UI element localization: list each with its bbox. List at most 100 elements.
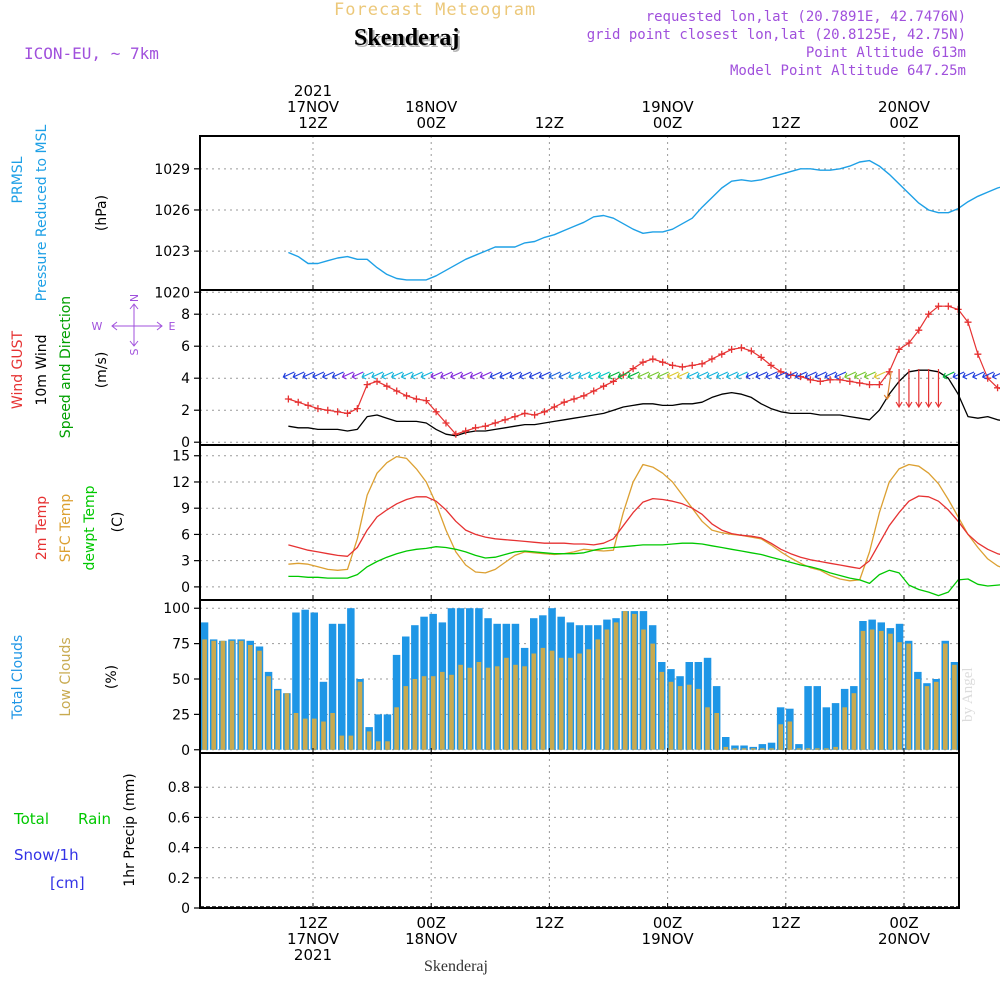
gust-marker <box>659 358 667 366</box>
bottom-time-label: 2021 <box>294 946 332 964</box>
total-cloud-bar <box>703 657 712 750</box>
temp-2m-label: 2m Temp <box>34 496 50 560</box>
total-cloud-bar <box>813 686 821 750</box>
top-time-label: 17NOV <box>287 98 340 116</box>
low-cloud-bar <box>403 686 409 750</box>
gust-marker <box>846 377 854 385</box>
gust-marker <box>609 377 617 385</box>
top-time-label: 20NOV <box>878 98 931 116</box>
gust-marker <box>629 365 637 373</box>
gust-marker <box>501 416 509 424</box>
pressure-unit-label: (hPa) <box>94 195 110 231</box>
y-tick-label: 50 <box>172 672 190 688</box>
wind-direction-arrow <box>873 371 886 380</box>
low-cloud-bar <box>385 741 390 750</box>
wind-direction-arrow <box>617 371 630 380</box>
temp-2m-line <box>288 495 1000 570</box>
total-cloud-bar <box>722 737 730 750</box>
y-tick-label: 0.4 <box>168 841 190 857</box>
wind-direction-arrow <box>459 371 472 380</box>
low-cloud-bar <box>504 657 509 750</box>
rain-label: Rain <box>78 810 111 828</box>
y-tick-label: 75 <box>172 637 190 653</box>
low-cloud-bar <box>668 681 674 750</box>
low-cloud-bar <box>622 611 628 750</box>
wind-direction-arrow <box>844 371 857 380</box>
grid-point-coordinates: grid point closest lon,lat (20.8125E, 42… <box>586 27 966 43</box>
gust-marker <box>639 358 647 366</box>
wind-direction-arrow <box>775 371 788 380</box>
bottom-time-label: 17NOV <box>287 930 340 948</box>
wind-direction-arrow <box>381 371 394 380</box>
low-cloud-bar <box>833 746 838 750</box>
wind-direction-arrow <box>607 371 620 380</box>
wind-direction-arrow <box>794 371 807 380</box>
y-tick-label: 0.2 <box>168 871 190 887</box>
low-cloud-bar <box>787 721 793 750</box>
point-altitude: Point Altitude 613m <box>805 45 966 61</box>
low-cloud-bar <box>595 639 601 750</box>
gust-marker <box>964 318 972 326</box>
gust-marker <box>452 430 460 438</box>
gust-marker <box>866 381 874 389</box>
gust-marker <box>718 350 726 358</box>
y-tick-label: 100 <box>163 601 190 617</box>
low-cloud-bar <box>906 643 911 750</box>
low-cloud-bar <box>266 676 271 750</box>
low-cloud-bar <box>513 664 518 750</box>
gust-marker <box>600 382 608 390</box>
low-cloud-bar <box>357 681 363 750</box>
wind-direction-arrow <box>853 371 866 380</box>
low-cloud-bar <box>705 707 710 750</box>
y-tick-label: 9 <box>181 501 190 517</box>
total-cloud-bar <box>758 744 767 750</box>
wind-direction-arrow <box>814 371 827 380</box>
wind-direction-arrow <box>804 371 817 380</box>
y-tick-label: 1029 <box>154 162 190 178</box>
low-cloud-bar <box>897 642 902 750</box>
total-cloud-bar <box>319 681 328 750</box>
low-cloud-bar <box>430 676 436 750</box>
low-cloud-bar <box>933 681 939 750</box>
low-cloud-bar <box>485 667 491 750</box>
gust-marker <box>826 376 834 384</box>
compass-south-label: S <box>128 348 141 355</box>
wind-direction-arrow <box>666 371 679 380</box>
low-cloud-bar <box>275 690 280 750</box>
wind-direction-arrow <box>361 371 374 380</box>
gust-marker <box>343 409 351 417</box>
low-cloud-bar <box>659 671 665 750</box>
gust-marker <box>925 310 933 318</box>
wind-direction-arrow <box>518 371 532 380</box>
gust-marker <box>540 408 548 416</box>
gust-marker <box>462 427 470 435</box>
low-cloud-bar <box>339 735 345 750</box>
y-tick-label: 2 <box>181 403 190 419</box>
gust-marker <box>284 395 292 403</box>
gust-marker <box>481 422 489 430</box>
wind-direction-arrow <box>765 371 778 380</box>
low-cloud-bar <box>952 664 957 750</box>
y-tick-label: 0 <box>181 435 190 451</box>
gust-marker <box>511 413 519 421</box>
low-cloud-bar <box>312 718 317 750</box>
sfc-temp-line <box>288 455 1000 582</box>
wind-direction-arrow <box>706 371 719 380</box>
top-time-label: 12Z <box>298 114 327 132</box>
bottom-time-label: 12Z <box>298 914 327 932</box>
gust-marker <box>944 302 952 310</box>
total-label: Total <box>13 810 49 828</box>
low-cloud-bar <box>641 629 646 750</box>
low-cloud-bar <box>440 671 445 750</box>
low-cloud-bar <box>842 707 847 750</box>
model-name: ICON-EU, ~ 7km <box>24 44 159 63</box>
low-cloud-bar <box>751 748 756 750</box>
low-cloud-bar <box>851 693 857 750</box>
low-cloud-bar <box>714 713 719 750</box>
low-cloud-bar <box>549 650 555 750</box>
y-tick-label: 0.6 <box>168 810 190 826</box>
precip-unit-label: 1hr Precip (mm) <box>122 773 138 886</box>
y-tick-label: 15 <box>172 449 190 465</box>
gust-marker <box>491 419 499 427</box>
gust-marker <box>905 339 913 347</box>
